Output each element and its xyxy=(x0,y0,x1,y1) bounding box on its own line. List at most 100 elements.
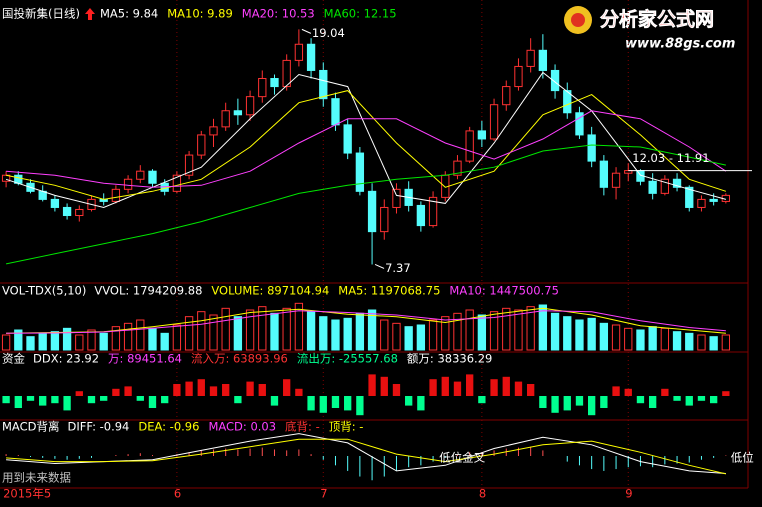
x-tick-label: 8 xyxy=(479,487,486,501)
x-tick-label: 6 xyxy=(174,487,181,501)
panel-title: 资金 xyxy=(2,352,25,366)
ddx-bar xyxy=(2,396,10,404)
candle-body xyxy=(648,180,657,194)
ddx-bar xyxy=(356,396,364,416)
candle-body xyxy=(416,204,426,227)
ddx-bar xyxy=(319,396,327,413)
legend-entry: VOLUME: 897104.94 xyxy=(211,284,329,298)
ddx-bar xyxy=(588,396,596,416)
volume-bar xyxy=(367,309,377,351)
volume-bar xyxy=(428,319,438,351)
ddx-bar xyxy=(173,384,181,396)
ddx-bar xyxy=(51,396,59,404)
candle-body xyxy=(611,172,621,188)
ddx-bar xyxy=(575,396,584,406)
ddx-bar xyxy=(612,386,620,396)
volume-bar xyxy=(672,331,682,351)
candle-body xyxy=(258,78,267,98)
volume-bar xyxy=(258,306,267,351)
note: 用到未来数据 xyxy=(2,471,71,485)
ddx-bar xyxy=(405,396,413,406)
candle-body xyxy=(489,104,499,140)
legend-entry: VVOL: 1794209.88 xyxy=(94,284,202,298)
volume-bar xyxy=(221,307,230,351)
volume-bar xyxy=(331,319,340,351)
indicator-line xyxy=(6,110,727,188)
volume-bar xyxy=(489,311,499,351)
legend-entry: DIFF: -0.94 xyxy=(67,420,129,434)
legend-entry: MA10: 1447500.75 xyxy=(449,284,558,298)
ddx-bar xyxy=(283,379,291,396)
candle-body xyxy=(599,160,609,188)
ddx-bar xyxy=(124,386,132,396)
ddx-bar xyxy=(209,386,218,396)
volume-bar xyxy=(355,312,365,351)
annotation-leader xyxy=(374,264,385,269)
ddx-bar xyxy=(185,381,193,396)
volume-bar xyxy=(575,319,584,351)
legend-entry: MA60: 12.15 xyxy=(324,7,397,21)
volume-bar xyxy=(721,334,731,351)
volume-bar xyxy=(38,332,47,351)
volume-bar xyxy=(636,329,645,351)
candle-body xyxy=(148,170,157,184)
volume-bar xyxy=(526,306,535,351)
legend-entry: 流入万: 63893.96 xyxy=(191,352,288,366)
volume-bar xyxy=(75,334,84,351)
candle-body xyxy=(367,190,377,233)
legend-entry: MA5: 1197068.75 xyxy=(338,284,440,298)
candle-body xyxy=(477,130,487,140)
volume-bar xyxy=(123,322,133,351)
volume-bar xyxy=(380,319,389,351)
legend-entry: 万: 89451.64 xyxy=(108,352,182,366)
ddx-bar xyxy=(441,376,449,396)
ddx-bar xyxy=(514,381,523,396)
signal-arrow-icon xyxy=(84,8,95,20)
candle-body xyxy=(453,160,462,176)
legend-entry: MA5: 9.84 xyxy=(100,7,158,21)
candle-body xyxy=(538,49,548,71)
candle-body xyxy=(343,124,352,154)
ddx-bar xyxy=(673,396,681,401)
volume-bar xyxy=(685,332,694,351)
panel-title: 国投新集(日线) xyxy=(2,7,80,21)
indicator-line xyxy=(6,307,726,334)
candle-body xyxy=(245,96,255,116)
candle-body xyxy=(575,112,584,136)
volume-bar xyxy=(233,316,243,351)
ddx-bar xyxy=(222,384,230,396)
candle-body xyxy=(672,178,682,188)
ddx-bar xyxy=(75,391,83,396)
volume-bar xyxy=(111,326,121,351)
macd-annotation: 低位 xyxy=(731,451,754,465)
candle-body xyxy=(514,65,523,88)
ddx-bar xyxy=(197,379,205,396)
indicator-line xyxy=(6,438,727,475)
volume-bar xyxy=(99,332,108,351)
panel-title: VOL-TDX(5,10) xyxy=(2,284,86,298)
candle-body xyxy=(172,174,182,192)
volume-bar xyxy=(160,332,169,351)
x-tick-label: 2015年5 xyxy=(3,487,51,501)
ddx-bar xyxy=(624,388,632,396)
volume-bar xyxy=(282,307,291,351)
logo-name: 分析家公式网 xyxy=(600,8,714,31)
ddx-bar xyxy=(429,379,437,396)
volume-bar xyxy=(502,307,511,351)
annotation-leader xyxy=(301,28,312,34)
volume-bar xyxy=(319,316,328,351)
ddx-bar xyxy=(392,384,401,396)
ddx-bar xyxy=(563,396,571,411)
candle-body xyxy=(209,126,218,136)
legend-entry: MA20: 10.53 xyxy=(242,7,315,21)
x-tick-label: 9 xyxy=(625,487,632,501)
legend-entry: 额万: 38336.29 xyxy=(407,352,492,366)
price-annotation: 12.03 - 11.91 xyxy=(632,151,709,165)
volume-bar xyxy=(697,334,706,351)
candle-body xyxy=(282,59,291,88)
volume-bar xyxy=(453,312,462,351)
ddx-bar xyxy=(697,396,706,401)
volume-bar xyxy=(648,326,657,351)
volume-bar xyxy=(441,316,450,351)
legend-entry: 底背: - xyxy=(285,420,320,434)
